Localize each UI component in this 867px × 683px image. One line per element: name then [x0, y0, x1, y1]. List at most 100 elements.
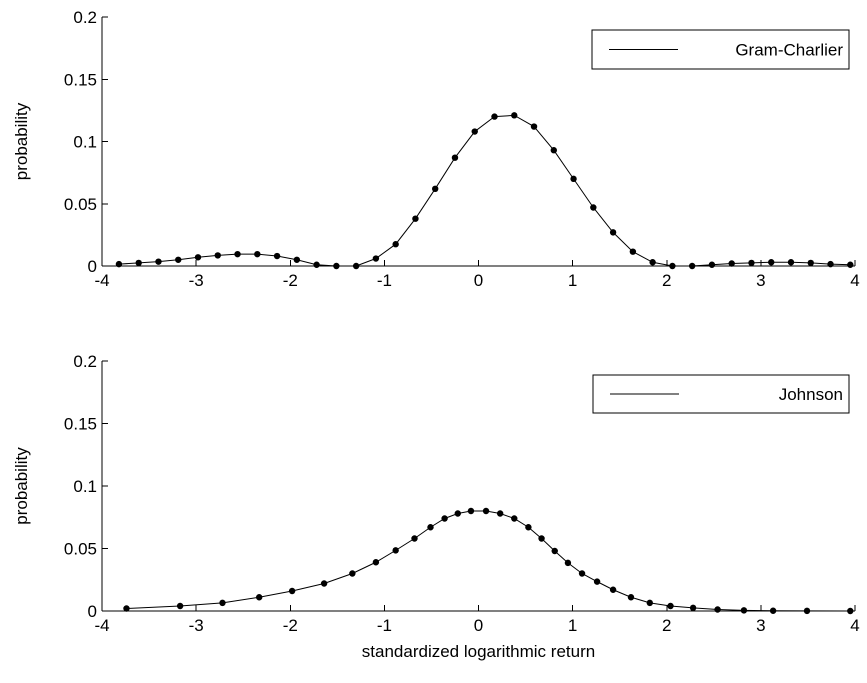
data-point — [740, 607, 748, 614]
x-tick-label: 0 — [474, 616, 483, 635]
data-point — [649, 259, 656, 266]
data-point — [175, 256, 182, 263]
y-tick-label: 0.05 — [64, 195, 97, 214]
data-point — [768, 259, 775, 266]
data-point — [627, 594, 635, 601]
x-tick-label: -4 — [94, 271, 109, 290]
data-point — [273, 252, 281, 260]
data-point — [688, 262, 696, 270]
data-point — [471, 128, 478, 135]
data-point — [803, 607, 811, 615]
x-tick-label: 4 — [850, 271, 859, 290]
x-tick-label: -1 — [377, 616, 392, 635]
data-point — [708, 261, 716, 268]
y-tick-label: 0.15 — [64, 70, 97, 89]
data-point — [320, 580, 328, 587]
data-point — [538, 535, 545, 542]
data-point — [427, 524, 434, 531]
x-tick-label: -2 — [283, 616, 298, 635]
y-axis-title: probability — [12, 447, 31, 525]
x-axis-title: standardized logarithmic return — [362, 642, 595, 661]
y-tick-label: 0.2 — [73, 352, 97, 371]
data-point — [667, 602, 674, 610]
y-tick-label: 0 — [88, 602, 97, 621]
x-tick-label: -1 — [377, 271, 392, 290]
data-point — [491, 113, 498, 120]
data-point — [847, 607, 854, 615]
data-point — [564, 559, 572, 567]
data-point — [441, 515, 448, 522]
data-point — [451, 154, 459, 161]
data-point — [255, 594, 263, 601]
data-point — [392, 547, 399, 554]
y-tick-label: 0.1 — [73, 477, 97, 496]
data-point — [748, 259, 755, 267]
x-tick-label: 3 — [756, 616, 765, 635]
legend-label: Gram-Charlier — [735, 41, 843, 60]
y-tick-label: 0.1 — [73, 133, 97, 152]
data-point — [669, 262, 676, 270]
data-point — [392, 241, 399, 248]
data-point — [176, 602, 184, 610]
data-point — [787, 259, 795, 266]
series-line-johnson — [126, 510, 851, 612]
data-point — [313, 261, 320, 268]
data-point — [135, 259, 142, 267]
data-point — [570, 175, 577, 183]
legend-label: Johnson — [779, 385, 843, 404]
data-point — [590, 204, 597, 211]
x-tick-label: 4 — [850, 616, 859, 635]
x-tick-label: 1 — [568, 271, 577, 290]
data-point — [550, 147, 557, 154]
x-tick-label: -4 — [94, 616, 109, 635]
y-tick-label: 0.15 — [64, 415, 97, 434]
data-point — [123, 605, 130, 612]
data-point — [578, 570, 586, 577]
data-point — [467, 507, 475, 515]
data-point — [530, 123, 538, 130]
data-point — [847, 261, 854, 268]
data-point — [214, 252, 221, 259]
data-point — [482, 507, 490, 515]
x-tick-label: 1 — [568, 616, 577, 635]
data-point — [254, 250, 261, 258]
data-point — [609, 229, 617, 236]
data-point — [629, 248, 637, 255]
data-point — [551, 547, 558, 555]
data-point — [234, 250, 241, 258]
data-point — [432, 185, 439, 193]
data-point — [372, 255, 380, 262]
data-point — [646, 599, 654, 607]
data-point — [807, 259, 814, 267]
data-point — [293, 256, 301, 263]
data-point — [333, 262, 340, 270]
data-point — [689, 604, 697, 612]
data-point — [372, 559, 380, 566]
data-point — [219, 599, 226, 607]
y-tick-label: 0 — [88, 257, 97, 276]
data-point — [769, 607, 777, 614]
data-point — [194, 254, 202, 261]
x-tick-label: 2 — [662, 616, 671, 635]
data-point — [412, 215, 419, 222]
x-tick-label: -2 — [283, 271, 298, 290]
data-point — [411, 535, 418, 542]
data-point — [609, 586, 617, 593]
data-point — [349, 570, 356, 577]
data-point — [454, 510, 461, 517]
gram-charlier-panel: -4 -3 -2 -1 0 1 2 3 4 0 0.05 0.1 0.15 0.2 probability G… — [12, 8, 860, 290]
x-tick-label: 2 — [662, 271, 671, 290]
data-point — [525, 524, 532, 531]
y-tick-label: 0.2 — [73, 8, 97, 27]
y-axis-title: probability — [12, 102, 31, 180]
data-point — [288, 587, 296, 595]
johnson-panel: -4 -3 -2 -1 0 1 2 3 4 0 0.05 0.1 0.15 0.2 probability s… — [12, 352, 860, 661]
data-point — [511, 112, 518, 119]
series-line-gram-charlier — [118, 114, 851, 267]
x-tick-label: 0 — [474, 271, 483, 290]
data-point — [155, 258, 162, 265]
data-point — [714, 606, 721, 613]
x-tick-label: 3 — [756, 271, 765, 290]
data-point — [827, 260, 834, 268]
data-point — [511, 515, 518, 522]
